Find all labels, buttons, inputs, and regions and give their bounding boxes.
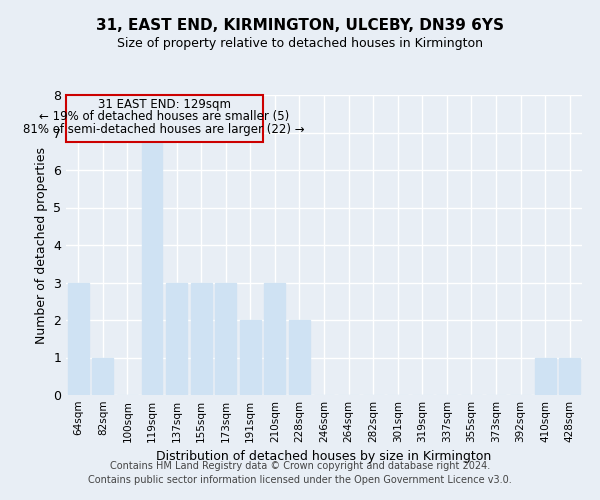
Bar — [68, 282, 89, 395]
Bar — [92, 358, 113, 395]
Bar — [559, 358, 580, 395]
Bar — [289, 320, 310, 395]
Text: ← 19% of detached houses are smaller (5): ← 19% of detached houses are smaller (5) — [39, 110, 289, 124]
Bar — [142, 132, 163, 395]
Bar — [265, 282, 286, 395]
Bar — [166, 282, 187, 395]
Text: 31, EAST END, KIRMINGTON, ULCEBY, DN39 6YS: 31, EAST END, KIRMINGTON, ULCEBY, DN39 6… — [96, 18, 504, 32]
Text: 31 EAST END: 129sqm: 31 EAST END: 129sqm — [98, 98, 231, 111]
Text: Contains HM Land Registry data © Crown copyright and database right 2024.
Contai: Contains HM Land Registry data © Crown c… — [88, 461, 512, 485]
X-axis label: Distribution of detached houses by size in Kirmington: Distribution of detached houses by size … — [157, 450, 491, 464]
Bar — [215, 282, 236, 395]
Bar — [66, 95, 263, 142]
Y-axis label: Number of detached properties: Number of detached properties — [35, 146, 47, 344]
Bar — [535, 358, 556, 395]
Text: Size of property relative to detached houses in Kirmington: Size of property relative to detached ho… — [117, 38, 483, 51]
Bar — [191, 282, 212, 395]
Bar — [240, 320, 261, 395]
Text: 81% of semi-detached houses are larger (22) →: 81% of semi-detached houses are larger (… — [23, 123, 305, 136]
